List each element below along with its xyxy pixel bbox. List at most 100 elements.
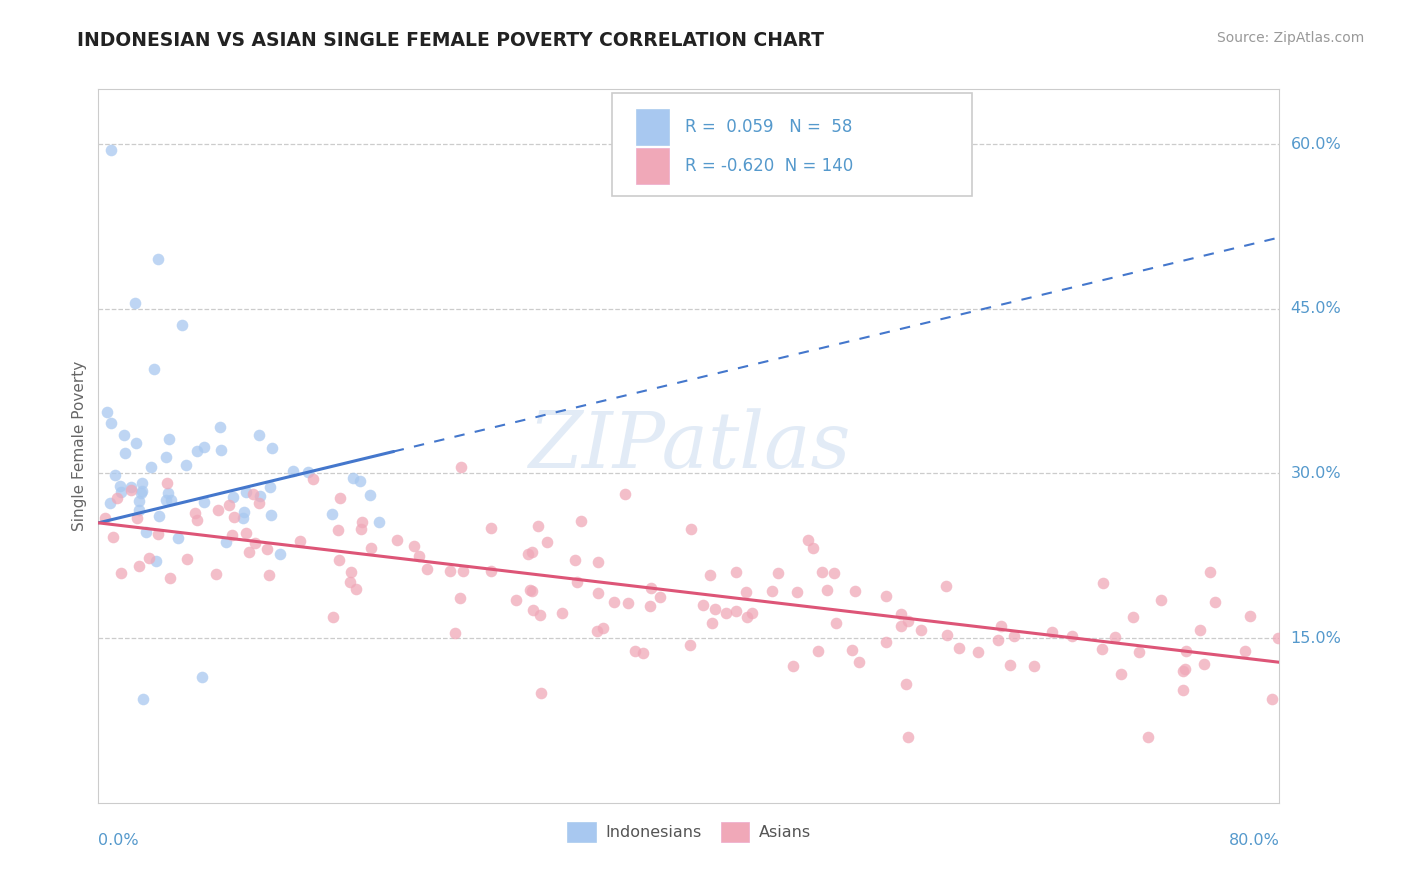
Point (191, 669, 214, 683)
Point (1024, 659, 1046, 673)
Point (288, 534, 311, 549)
Point (359, 488, 381, 502)
Point (1188, 623, 1211, 637)
Point (569, 514, 592, 528)
Point (825, 616, 848, 631)
Bar (636, 110, 669, 145)
Point (232, 511, 254, 525)
Point (1128, 645, 1150, 659)
Point (132, 691, 155, 706)
Point (449, 591, 471, 605)
Point (987, 632, 1010, 647)
Point (592, 621, 614, 635)
Point (505, 593, 527, 607)
Point (602, 595, 624, 609)
Point (184, 506, 207, 520)
Point (704, 602, 727, 616)
Point (302, 472, 325, 486)
Point (269, 547, 291, 561)
Point (948, 640, 970, 655)
Point (1171, 664, 1194, 678)
Point (897, 730, 920, 744)
Point (679, 522, 702, 536)
Point (155, 493, 177, 508)
Point (741, 607, 763, 621)
Point (146, 527, 169, 541)
Point (439, 564, 461, 578)
Point (221, 528, 243, 542)
Y-axis label: Single Female Poverty: Single Female Poverty (72, 361, 87, 531)
Point (243, 535, 266, 549)
Point (321, 508, 343, 522)
Point (1194, 657, 1216, 671)
Point (329, 491, 352, 505)
Point (700, 615, 723, 630)
Point (339, 566, 361, 580)
Point (527, 519, 550, 533)
Point (128, 502, 150, 516)
Point (114, 446, 136, 460)
Point (807, 644, 830, 658)
Point (796, 533, 818, 547)
Point (128, 558, 150, 573)
Point (260, 441, 283, 455)
Point (159, 571, 181, 585)
Point (166, 531, 188, 545)
Point (222, 491, 245, 505)
Point (1204, 595, 1226, 609)
Point (823, 566, 845, 580)
Point (256, 542, 278, 557)
Point (564, 553, 586, 567)
Text: INDONESIAN VS ASIAN SINGLE FEMALE POVERTY CORRELATION CHART: INDONESIAN VS ASIAN SINGLE FEMALE POVERT… (77, 31, 824, 50)
Point (875, 589, 897, 603)
Point (966, 645, 988, 659)
Point (1234, 644, 1257, 658)
Point (259, 568, 281, 582)
Point (520, 583, 543, 598)
Point (1062, 629, 1084, 643)
Point (127, 510, 149, 524)
Text: 80.0%: 80.0% (1229, 833, 1279, 848)
Point (112, 427, 135, 442)
Point (100, 143, 122, 157)
Point (209, 443, 232, 458)
Point (716, 606, 738, 620)
Point (875, 634, 897, 648)
Point (699, 568, 721, 582)
Point (1136, 730, 1159, 744)
Point (522, 545, 544, 559)
Point (193, 495, 215, 509)
Point (990, 618, 1012, 632)
Point (782, 658, 804, 673)
Point (815, 583, 838, 598)
Point (247, 427, 270, 442)
Text: Source: ZipAtlas.com: Source: ZipAtlas.com (1216, 31, 1364, 45)
Point (402, 540, 425, 554)
Point (344, 582, 367, 596)
Point (1090, 642, 1112, 657)
Point (247, 496, 270, 510)
Point (110, 566, 132, 580)
Point (451, 565, 474, 579)
Point (1150, 592, 1173, 607)
Point (281, 464, 304, 478)
Point (233, 505, 256, 519)
Point (479, 564, 502, 578)
Point (530, 686, 553, 700)
Point (176, 552, 198, 566)
Point (142, 362, 165, 376)
Point (339, 575, 361, 590)
Point (1261, 692, 1284, 706)
Point (135, 524, 157, 539)
Point (567, 574, 589, 589)
Point (897, 614, 920, 628)
Point (1004, 629, 1026, 643)
Text: ZIPatlas: ZIPatlas (527, 408, 851, 484)
Point (100, 417, 122, 431)
Point (443, 625, 465, 640)
Point (648, 590, 671, 604)
Point (120, 480, 142, 494)
Point (186, 513, 208, 527)
Point (1171, 682, 1194, 697)
Point (529, 607, 551, 622)
